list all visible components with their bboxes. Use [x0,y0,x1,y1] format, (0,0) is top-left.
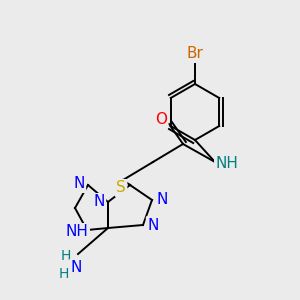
Text: N: N [93,194,105,209]
Text: H: H [61,249,71,263]
Text: O: O [155,112,167,127]
Text: N: N [156,193,168,208]
Text: NH: NH [66,224,88,239]
Text: Br: Br [187,46,203,62]
Text: S: S [116,181,126,196]
Text: N: N [147,218,159,232]
Text: NH: NH [216,157,238,172]
Text: N: N [73,176,85,191]
Text: N: N [70,260,82,275]
Text: H: H [59,267,69,281]
